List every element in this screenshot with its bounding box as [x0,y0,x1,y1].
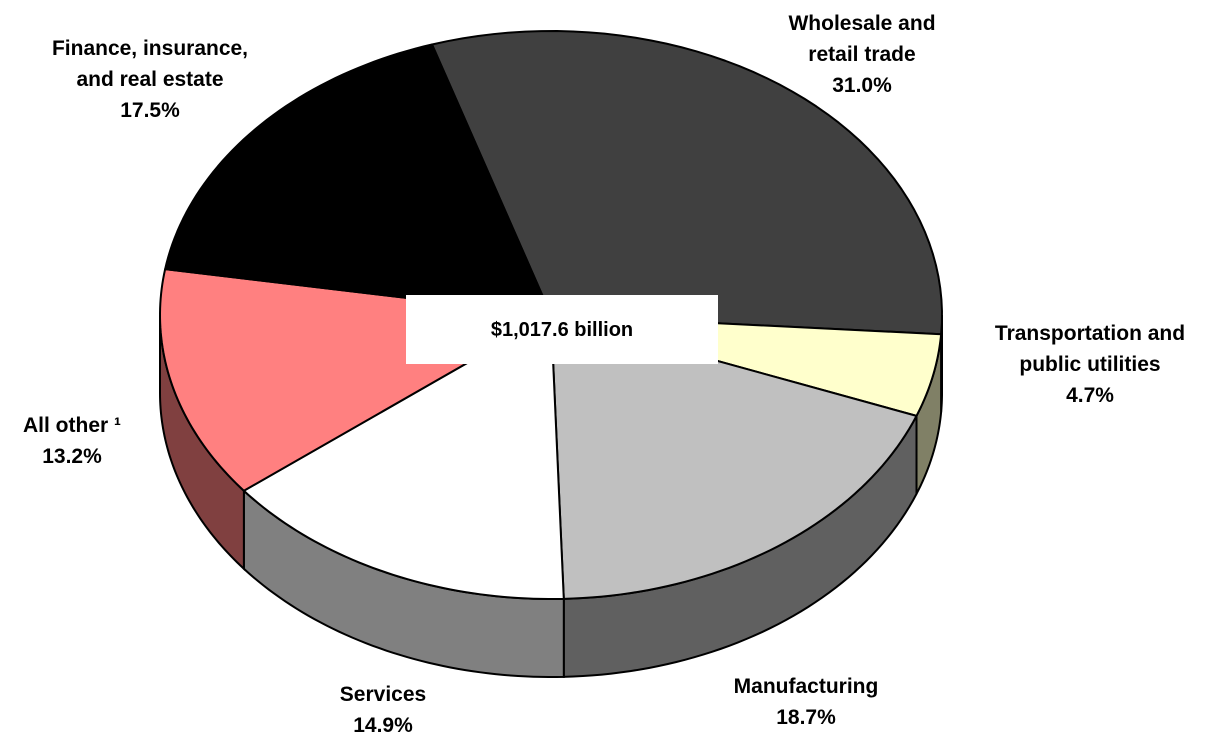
pie-slice-services [242,314,565,600]
slice-label-line: and real estate [76,68,223,91]
slice-label-line: Transportation and [995,322,1185,345]
slice-label-line: Wholesale and [788,12,935,35]
slice-label-line: Services [340,683,426,706]
slice-label-line: All other ¹ [23,414,121,437]
center-label-box [406,295,718,364]
slice-label-transportation-and-public-utilities: Transportation and public utilities 4.7% [995,322,1185,407]
slice-label-line: Manufacturing [734,675,879,698]
slice-label-line: 17.5% [120,99,180,122]
pie-slice-wholesale-and-retail-trade [431,30,943,336]
slice-label-line: Finance, insurance, [52,37,248,60]
pie-tops [159,30,943,600]
slice-label-line: 13.2% [42,445,102,468]
center-label: $1,017.6 billion [491,319,633,341]
slice-label-services: Services 14.9% [340,683,426,737]
slice-label-line: 18.7% [776,706,836,729]
slice-label-all-other: All other ¹ 13.2% [23,414,121,468]
center-box: $1,017.6 billion [406,295,718,364]
slice-label-line: retail trade [808,43,915,66]
slice-label-finance-insurance-and-real-estate: Finance, insurance, and real estate 17.5% [52,37,248,122]
slice-label-manufacturing: Manufacturing 18.7% [734,675,879,729]
slice-label-line: 14.9% [353,714,413,737]
slice-label-line: 4.7% [1066,384,1114,407]
pie-slice-finance-insurance-and-real-estate [164,43,552,316]
slice-label-line: public utilities [1019,353,1160,376]
slice-label-line: 31.0% [832,74,892,97]
pie-slice-manufacturing [550,314,918,600]
slice-labels: Wholesale and retail trade 31.0% Transporta… [23,12,1185,737]
slice-label-wholesale-and-retail-trade: Wholesale and retail trade 31.0% [788,12,935,97]
